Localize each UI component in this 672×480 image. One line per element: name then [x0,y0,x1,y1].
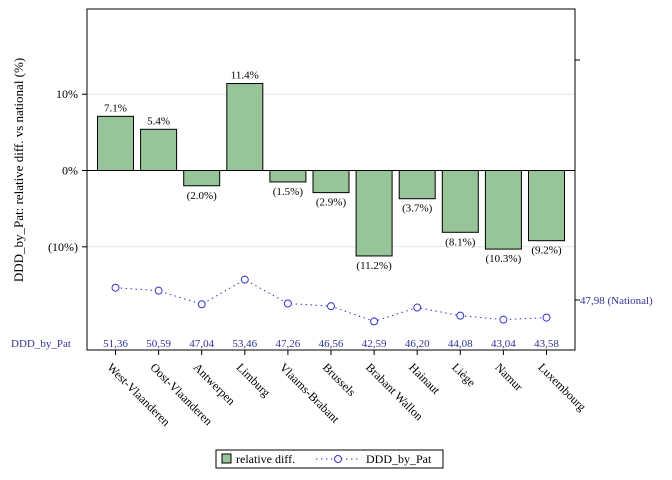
bar-data-label: 11.4% [231,70,259,82]
value-row-cell: 51,36 [103,338,128,350]
value-row-cell: 47,26 [276,338,301,350]
value-row-label: DDD_by_Pat [11,338,71,350]
legend-box [215,449,444,469]
line-point [370,317,379,326]
bar [484,170,522,250]
x-tick-label: Liège [449,360,478,389]
bar [140,128,178,172]
bar-data-label: (9.2%) [531,245,562,257]
bar-data-label: (2.0%) [187,190,218,202]
line-point [413,303,422,312]
legend-label: DDD_by_Pat [366,452,432,466]
x-tick-label: Luxembourg [535,360,589,414]
bar [528,170,565,242]
legend: relative diff. DDD_by_Pat [215,449,444,469]
x-tick-label: Hainaut [406,360,443,397]
bar-data-label: (11.2%) [356,260,392,272]
secondary-y-axis: 47,98 (National) [575,59,653,307]
x-tick-label: Namur [492,360,525,393]
bar [226,83,264,171]
bar [312,170,350,194]
value-row: DDD_by_Pat 51,36 50,59 47,04 53,46 47,26 46,56… [11,338,559,350]
y-tick-label: (10%) [48,240,78,254]
legend-marker-swatch [334,455,342,463]
bar-series [87,83,575,257]
line-path [115,279,547,322]
bar-data-label: (3.7%) [402,203,433,215]
bar-data-label: (8.1%) [445,236,476,248]
bar [97,115,134,172]
value-row-cell: 43,58 [534,338,559,350]
bar-data-label: (2.9%) [316,197,347,209]
bar [183,170,221,187]
bar [441,170,479,233]
line-point [542,313,551,322]
bar [398,170,436,200]
value-row-cell: 46,20 [405,338,430,350]
line-point [499,315,508,324]
bar-data-label: 5.4% [147,115,170,127]
line-point [456,311,465,320]
line-series [111,275,551,326]
value-row-cell: 46,56 [319,338,344,350]
y-axis: 10% 0% (10%) DDD_by_Pat: relative diff. vs … [11,58,87,282]
x-axis: West-VlaanderenOost-VlaanderenAntwerpenL… [104,350,589,429]
y-tick-label: 10% [56,87,78,101]
bar [269,170,307,183]
bar-labels: 7.1% 5.4% (2.0%) 11.4% (1.5%) (2.9%) (11.2%) (3… [104,70,562,272]
line-point [327,302,335,311]
line-point [283,299,292,308]
line-point [240,275,249,284]
national-reference-label: 47,98 (National) [580,295,653,307]
line-point [111,283,120,292]
value-row-cell: 47,04 [189,338,214,350]
bar-data-label: (1.5%) [273,186,304,198]
value-row-cell: 43,04 [491,338,516,350]
line-point [197,300,206,309]
legend-bar-swatch [221,453,232,464]
y-tick-label: 0% [62,164,78,178]
value-row-cell: 42,59 [362,338,387,350]
value-row-cell: 50,59 [146,338,171,350]
bar-data-label: (10.3%) [486,253,522,265]
value-row-cell: 53,46 [232,338,257,350]
y-axis-title: DDD_by_Pat: relative diff. vs national (… [11,58,26,282]
line-point [154,286,163,295]
value-row-cell: 44,08 [448,338,473,350]
legend-label: relative diff. [236,452,295,466]
x-tick-label: Brussels [320,360,359,399]
bar-data-label: 7.1% [104,102,127,114]
bar [355,170,393,257]
x-tick-label: Limburg [234,360,273,399]
